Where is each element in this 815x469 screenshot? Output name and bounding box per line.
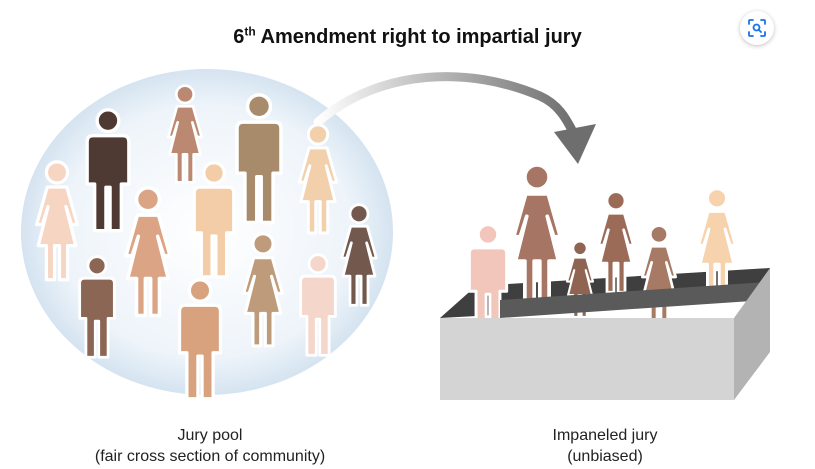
jury-pool-caption: Jury pool (fair cross section of communi…	[40, 425, 380, 467]
impaneled-jury-caption: Impaneled jury (unbiased)	[505, 425, 705, 467]
visual-search-icon	[748, 19, 766, 37]
impaneled-jury-sublabel: (unbiased)	[567, 448, 643, 465]
selection-arrow	[313, 72, 596, 164]
jury-pool-sublabel: (fair cross section of community)	[94, 448, 326, 465]
jury-pool-label: Jury pool	[177, 427, 243, 444]
jury-box-front	[440, 268, 770, 400]
impaneled-jury-label: Impaneled jury	[552, 427, 658, 444]
visual-search-button[interactable]	[740, 11, 774, 45]
page-title: 6th Amendment right to impartial jury	[233, 24, 582, 48]
